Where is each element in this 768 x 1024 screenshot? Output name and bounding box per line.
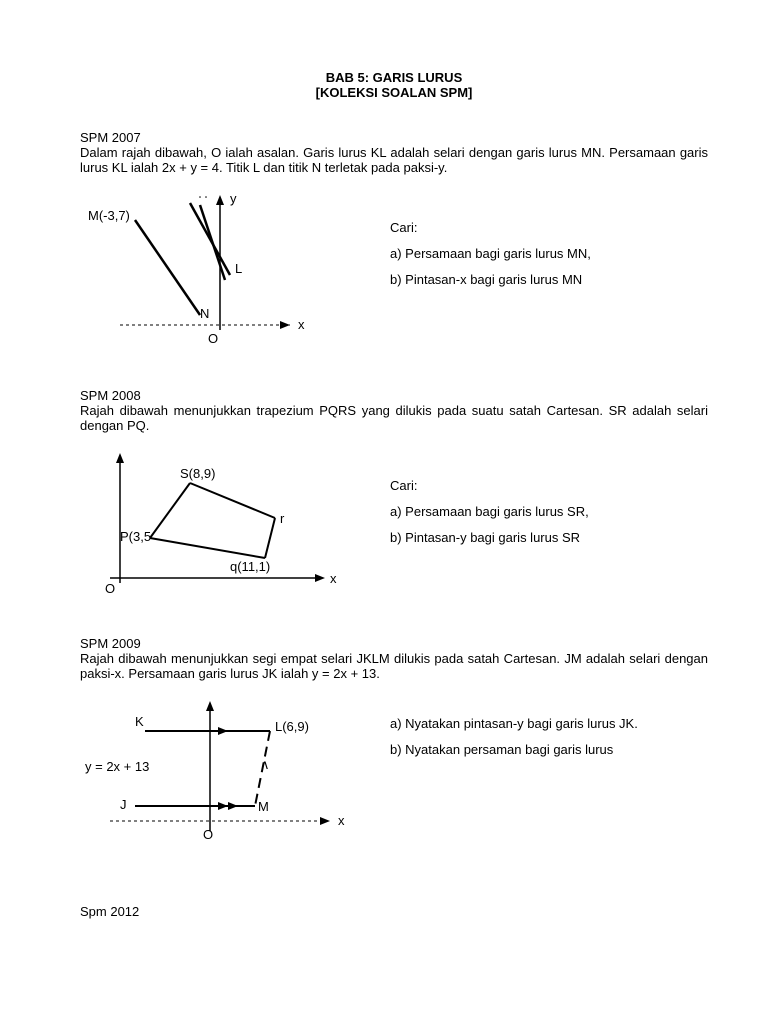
- title-line-2: [KOLEKSI SOALAN SPM]: [80, 85, 708, 100]
- q1-b: b) Pintasan-x bagi garis lurus MN: [390, 267, 708, 293]
- origin-label: O: [105, 581, 115, 596]
- point-p-label: P(3,5: [120, 529, 151, 544]
- question-2008: SPM 2008 Rajah dibawah menunjukkan trape…: [80, 388, 708, 606]
- equation-label: y = 2x + 13: [85, 759, 149, 774]
- x-axis-label: x: [338, 813, 345, 828]
- point-k-label: K: [135, 714, 144, 729]
- point-j-label: J: [120, 797, 127, 812]
- point-l-label: L(6,9): [275, 719, 309, 734]
- point-m-label: M(-3,7): [88, 208, 130, 223]
- footer-label: Spm 2012: [80, 904, 708, 919]
- question-2007: SPM 2007 Dalam rajah dibawah, O ialah as…: [80, 130, 708, 358]
- question-2009: SPM 2009 Rajah dibawah menunjukkan segi …: [80, 636, 708, 864]
- q3-heading: SPM 2009: [80, 636, 708, 651]
- q3-a: a) Nyatakan pintasan-y bagi garis lurus …: [390, 711, 708, 737]
- q2-b: b) Pintasan-y bagi garis lurus SR: [390, 525, 708, 551]
- origin-label: O: [203, 827, 213, 842]
- q3-text: Rajah dibawah menunjukkan segi empat sel…: [80, 651, 708, 681]
- q1-a: a) Persamaan bagi garis lurus MN,: [390, 241, 708, 267]
- point-s-label: S(8,9): [180, 466, 215, 481]
- q2-a: a) Persamaan bagi garis lurus SR,: [390, 499, 708, 525]
- point-l-label: L: [235, 261, 242, 276]
- y-axis-label: y: [230, 191, 237, 206]
- point-m-label: M: [258, 799, 269, 814]
- q2-questions: Cari: a) Persamaan bagi garis lurus SR, …: [360, 443, 708, 551]
- point-q-label: q(11,1): [230, 559, 270, 574]
- q3-diagram: x O K L(6,9) J M y = 2x + 13 ∧: [80, 691, 360, 864]
- q2-text: Rajah dibawah menunjukkan trapezium PQRS…: [80, 403, 708, 433]
- x-axis-label: x: [298, 317, 305, 332]
- point-n-label: N: [200, 306, 209, 321]
- q1-diagram: y x O M(-3,7) L N: [80, 185, 360, 358]
- q2-diagram: x O S(8,9) P(3,5 q(11,1) r: [80, 443, 360, 606]
- q1-text: Dalam rajah dibawah, O ialah asalan. Gar…: [80, 145, 708, 175]
- point-r-label: r: [280, 511, 285, 526]
- x-axis-label: x: [330, 571, 337, 586]
- q1-heading: SPM 2007: [80, 130, 708, 145]
- origin-label: O: [208, 331, 218, 346]
- caret-label: ∧: [260, 757, 270, 772]
- title-block: BAB 5: GARIS LURUS [KOLEKSI SOALAN SPM]: [80, 70, 708, 100]
- q2-heading: SPM 2008: [80, 388, 708, 403]
- q1-cari: Cari:: [390, 215, 708, 241]
- q2-cari: Cari:: [390, 473, 708, 499]
- q3-b: b) Nyatakan persaman bagi garis lurus: [390, 737, 708, 763]
- q1-questions: Cari: a) Persamaan bagi garis lurus MN, …: [360, 185, 708, 293]
- title-line-1: BAB 5: GARIS LURUS: [80, 70, 708, 85]
- q3-questions: a) Nyatakan pintasan-y bagi garis lurus …: [360, 691, 708, 763]
- document-page: BAB 5: GARIS LURUS [KOLEKSI SOALAN SPM] …: [0, 0, 768, 959]
